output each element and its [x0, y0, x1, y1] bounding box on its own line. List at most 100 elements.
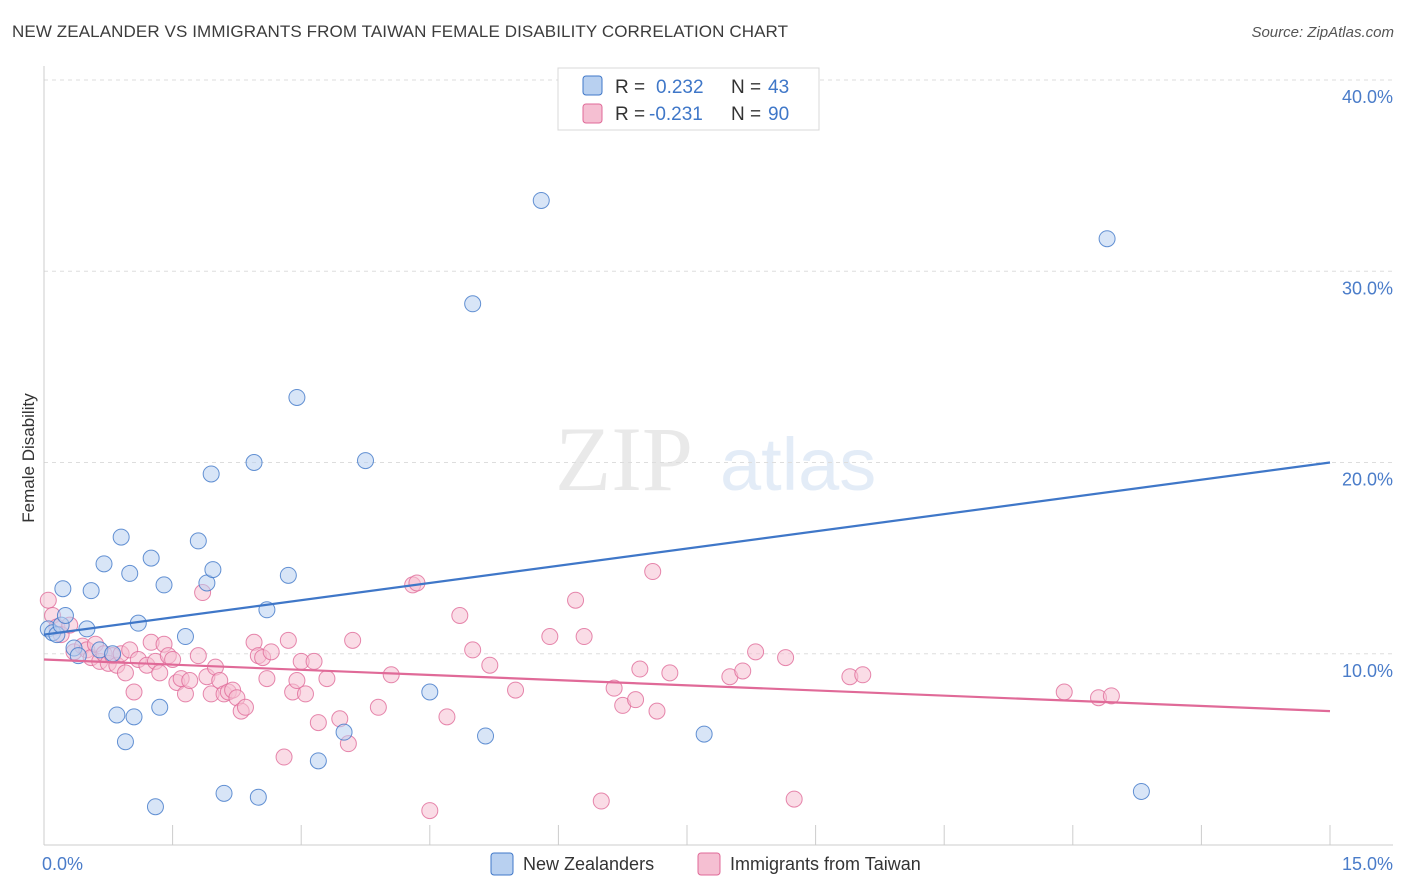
y-tick-label-10: 10.0% — [1342, 661, 1393, 681]
nz-point-42 — [1098, 230, 1116, 248]
taiwan-point-66 — [451, 607, 469, 624]
taiwan-point-46 — [258, 670, 276, 688]
nz-point-16 — [121, 564, 139, 582]
nz-point-22 — [155, 576, 173, 594]
taiwan-point-85 — [785, 790, 803, 808]
nz-point-21 — [151, 698, 169, 716]
taiwan-point-42 — [236, 698, 254, 716]
taiwan-point-53 — [296, 685, 314, 703]
taiwan-point-83 — [747, 643, 765, 661]
taiwan-point-47 — [262, 643, 280, 661]
taiwan-points — [39, 563, 1120, 820]
taiwan-point-88 — [1055, 683, 1073, 701]
legend-r-value-taiwan: -0.231 — [649, 104, 703, 125]
nz-point-27 — [204, 561, 222, 579]
legend-n-label-nz: N = — [731, 77, 761, 98]
legend-swatch-taiwan — [582, 103, 603, 124]
x-tick-label-min: 0.0% — [42, 854, 83, 874]
y-axis-label: Female Disability — [19, 393, 38, 523]
legend-swatch-nz — [582, 75, 603, 96]
taiwan-point-49 — [279, 631, 297, 649]
nz-point-32 — [279, 566, 297, 584]
taiwan-point-23 — [151, 664, 169, 682]
taiwan-point-70 — [541, 628, 559, 646]
series-legend: New Zealanders Immigrants from Taiwan — [490, 852, 921, 876]
taiwan-point-61 — [382, 666, 400, 684]
taiwan-point-77 — [631, 660, 649, 678]
bottom-legend-swatch-taiwan — [697, 852, 721, 876]
y-tick-label-30: 30.0% — [1342, 278, 1393, 298]
nz-point-34 — [309, 752, 327, 770]
nz-point-33 — [288, 388, 306, 406]
trend-lines — [43, 461, 1331, 713]
legend-r-value-nz: 0.232 — [656, 77, 704, 98]
legend-n-value-taiwan: 90 — [768, 104, 789, 125]
nz-point-4 — [56, 607, 74, 624]
taiwan-point-48 — [275, 748, 293, 766]
watermark-zip: ZIP — [555, 408, 693, 510]
taiwan-point-18 — [125, 683, 143, 701]
nz-point-19 — [142, 549, 160, 567]
nz-point-28 — [215, 784, 233, 802]
nz-point-15 — [116, 733, 134, 751]
taiwan-point-31 — [189, 647, 207, 665]
taiwan-point-65 — [438, 708, 456, 726]
taiwan-trend-line — [43, 658, 1331, 713]
nz-point-38 — [464, 295, 482, 313]
taiwan-point-80 — [661, 664, 679, 682]
taiwan-point-78 — [644, 563, 662, 581]
nz-point-26 — [202, 465, 220, 483]
stats-legend: R = 0.232 N = 43 R = -0.231 N = 90 — [557, 67, 820, 131]
taiwan-point-30 — [181, 672, 199, 690]
nz-point-36 — [357, 452, 374, 470]
taiwan-point-64 — [421, 802, 439, 820]
taiwan-point-0 — [39, 591, 57, 609]
nz-point-12 — [104, 645, 122, 663]
nz-point-43 — [1132, 782, 1150, 800]
y-tick-label-40: 40.0% — [1342, 87, 1393, 107]
bottom-legend-label-taiwan: Immigrants from Taiwan — [730, 854, 921, 874]
y-tick-label-20: 20.0% — [1342, 470, 1393, 490]
taiwan-point-16 — [116, 664, 134, 682]
nz-point-5 — [54, 580, 72, 598]
taiwan-point-59 — [344, 631, 362, 649]
taiwan-point-67 — [464, 641, 482, 659]
taiwan-point-82 — [734, 662, 752, 680]
chart-title: NEW ZEALANDER VS IMMIGRANTS FROM TAIWAN … — [12, 22, 789, 41]
watermark: ZIP atlas — [555, 408, 876, 510]
taiwan-point-79 — [648, 702, 666, 720]
bottom-legend-swatch-nz — [490, 852, 514, 876]
gridlines — [44, 79, 1393, 655]
taiwan-point-60 — [369, 698, 387, 716]
nz-point-20 — [146, 798, 164, 816]
source-label: Source: ZipAtlas.com — [1251, 24, 1394, 41]
taiwan-point-71 — [567, 591, 585, 609]
x-tick-label-max: 15.0% — [1342, 854, 1393, 874]
nz-point-17 — [125, 708, 143, 726]
bottom-legend-label-nz: New Zealanders — [523, 854, 654, 874]
taiwan-point-68 — [481, 656, 499, 674]
nz-point-14 — [112, 528, 130, 546]
nz-point-39 — [477, 727, 495, 745]
taiwan-point-69 — [507, 681, 525, 699]
legend-r-label-nz: R = — [615, 77, 645, 98]
taiwan-point-76 — [627, 691, 645, 709]
nz-point-35 — [335, 723, 353, 741]
taiwan-point-55 — [309, 714, 327, 732]
axes — [43, 66, 1393, 846]
taiwan-point-84 — [777, 649, 795, 667]
nz-point-24 — [189, 532, 207, 550]
nz-point-30 — [245, 454, 263, 471]
nz-point-41 — [695, 725, 713, 743]
taiwan-point-74 — [605, 679, 623, 697]
taiwan-point-51 — [288, 672, 306, 690]
nz-point-37 — [421, 683, 439, 701]
taiwan-point-90 — [1102, 687, 1120, 705]
legend-r-label-taiwan: R = — [615, 104, 645, 125]
legend-n-label-taiwan: N = — [731, 104, 761, 125]
watermark-atlas: atlas — [720, 423, 876, 506]
taiwan-point-87 — [854, 666, 872, 684]
y-tick-labels: 10.0% 20.0% 30.0% 40.0% — [1342, 87, 1393, 681]
nz-point-40 — [532, 191, 550, 209]
